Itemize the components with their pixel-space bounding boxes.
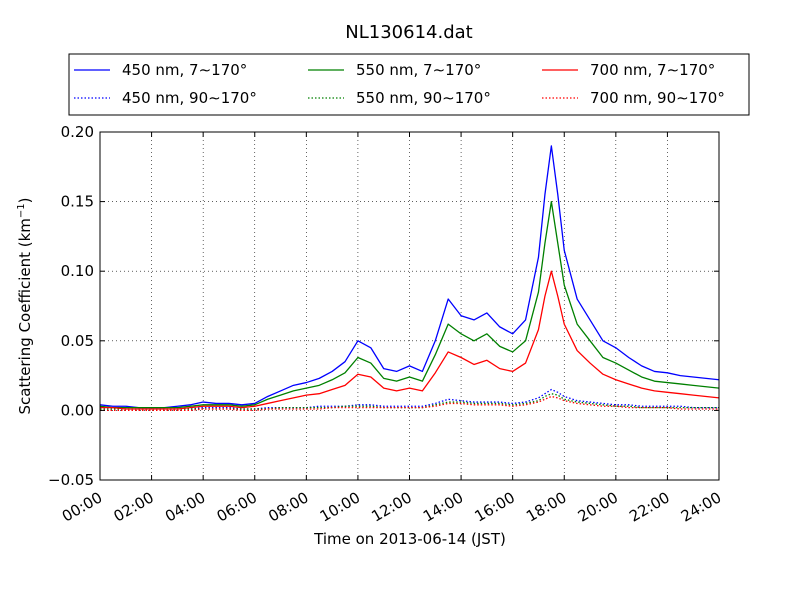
legend-label-4: 550 nm, 90∼170°: [356, 89, 491, 107]
y-tick-label: 0.10: [61, 262, 94, 280]
legend-label-1: 450 nm, 7∼170°: [122, 61, 247, 79]
legend: 450 nm, 7∼170° 550 nm, 7∼170° 700 nm, 7∼17…: [68, 53, 750, 116]
y-axis-label-main: Scattering Coefficient (km: [16, 218, 34, 414]
x-tick-label: 08:00: [265, 488, 311, 525]
legend-label-3: 550 nm, 7∼170°: [356, 61, 481, 79]
x-tick-label: 02:00: [110, 488, 156, 525]
legend-label-2: 450 nm, 90∼170°: [122, 89, 257, 107]
x-tick-label: 14:00: [420, 488, 466, 525]
series-line-1: [99, 145, 720, 409]
x-tick-label: 20:00: [575, 488, 621, 525]
y-tick-label: 0.15: [61, 193, 94, 211]
x-axis-label: Time on 2013-06-14 (JST): [313, 530, 506, 548]
y-axis-label-exponent: −1: [16, 203, 27, 218]
chart-title: NL130614.dat: [345, 22, 472, 43]
y-tick-label: 0.20: [61, 123, 94, 141]
y-axis-label: Scattering Coefficient (km−1): [16, 197, 34, 414]
series-line-5: [100, 270, 720, 410]
y-tick-label: 0.05: [61, 332, 94, 350]
plot-area: [99, 145, 720, 412]
legend-label-5: 700 nm, 7∼170°: [590, 61, 715, 79]
x-tick-label: 24:00: [678, 488, 724, 525]
y-tick-label: 0.00: [61, 401, 94, 419]
legend-label-6: 700 nm, 90∼170°: [590, 89, 725, 107]
x-tick-label: 04:00: [162, 488, 208, 525]
series-line-6: [100, 395, 719, 412]
series-line-3: [99, 200, 720, 409]
y-axis-label-close: ): [16, 197, 34, 203]
x-tick-label: 18:00: [523, 488, 569, 525]
legend-frame: [68, 53, 750, 116]
x-tick-label: 22:00: [626, 488, 672, 525]
x-tick-label: 00:00: [59, 488, 105, 525]
axis-ticks: 00:00 02:00 04:00 06:00 08:00 10:00 12:00 14:00…: [48, 123, 724, 526]
x-tick-label: 06:00: [214, 488, 260, 525]
y-tick-label: −0.05: [48, 471, 94, 489]
x-tick-label: 10:00: [317, 488, 363, 525]
x-tick-label: 16:00: [472, 488, 518, 525]
x-tick-label: 12:00: [368, 488, 414, 525]
grid: [99, 131, 720, 481]
series-line-2: [100, 388, 719, 410]
